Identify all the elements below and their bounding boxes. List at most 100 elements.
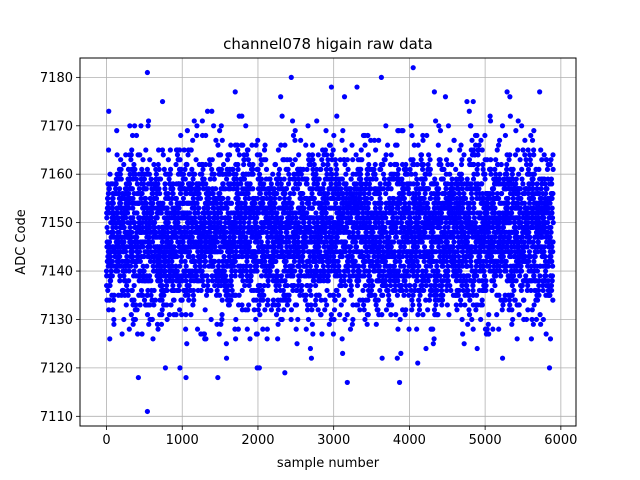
scatter-point [250,171,256,177]
scatter-point [260,326,266,332]
scatter-point [186,282,192,289]
scatter-point [222,224,228,231]
scatter-point [264,326,270,332]
scatter-point [170,278,176,284]
scatter-point [336,268,343,274]
scatter-point [360,287,366,294]
scatter-point [459,316,465,323]
scatter-point [415,268,421,274]
scatter-point [236,292,242,298]
scatter-point [192,171,198,177]
scatter-point [182,258,188,264]
scatter-point [425,186,432,192]
scatter-point [366,190,372,197]
scatter-point [107,282,113,289]
scatter-point [155,326,161,332]
scatter-point [274,210,280,216]
scatter-point [320,263,326,269]
scatter-point [244,326,250,332]
scatter-point [137,258,143,264]
scatter-point [372,292,378,298]
scatter-point [240,142,246,148]
scatter-point [324,200,330,206]
scatter-point [435,142,441,148]
scatter-point [216,331,222,337]
scatter-point [342,316,348,323]
scatter-point [197,195,204,202]
scatter-point [218,249,224,255]
scatter-point [479,297,485,303]
scatter-point [465,234,471,240]
scatter-point [275,147,281,153]
scatter-point [478,137,484,143]
scatter-point [269,234,275,240]
scatter-point [127,224,133,231]
scatter-point [479,181,485,187]
scatter-point [253,316,259,323]
scatter-point [260,297,266,303]
scatter-point [273,312,280,318]
scatter-point [401,195,408,202]
scatter-point [125,287,131,294]
scatter-point [142,195,149,202]
scatter-point [141,268,147,274]
scatter-point [368,195,374,202]
scatter-point [420,181,426,187]
scatter-point [156,186,162,192]
scatter-point [214,200,220,206]
scatter-point [239,287,245,294]
scatter-point [204,273,210,279]
scatter-point [247,336,253,342]
scatter-point [131,161,137,168]
scatter-point [354,84,360,90]
scatter-point [418,157,424,163]
scatter-point [247,215,254,221]
scatter-point [312,302,318,308]
scatter-point [317,249,323,255]
scatter-point [299,258,305,264]
scatter-point [410,292,416,298]
scatter-point [163,273,169,279]
scatter-point [377,195,383,202]
scatter-point [186,249,193,255]
scatter-point [376,137,382,143]
scatter-point [161,292,167,298]
scatter-point [220,161,227,168]
scatter-point [218,152,224,158]
scatter-point [292,137,298,143]
scatter-point [441,166,447,172]
scatter-point [364,195,370,202]
scatter-point [126,205,132,211]
scatter-point [140,263,146,269]
scatter-point [392,210,398,216]
scatter-point [438,239,444,245]
scatter-point [225,195,231,202]
scatter-point [391,263,398,269]
scatter-point [343,171,349,177]
scatter-point [111,316,117,323]
scatter-point [339,176,345,182]
scatter-point [194,123,200,129]
scatter-point [372,205,379,211]
scatter-point [233,336,239,342]
scatter-point [114,128,120,134]
scatter-point [433,302,439,308]
scatter-point [383,307,390,313]
scatter-point [254,331,260,337]
scatter-point [406,326,412,332]
scatter-point [291,258,298,264]
scatter-point [161,263,168,269]
scatter-point [203,181,209,187]
scatter-point [291,190,297,197]
scatter-point [110,195,116,202]
scatter-point [282,195,288,202]
scatter-point [206,195,212,202]
scatter-point [211,176,217,182]
scatter-point [427,157,433,163]
scatter-point [129,229,135,235]
scatter-point [220,181,226,187]
scatter-point [412,171,418,177]
scatter-point [192,263,198,269]
scatter-point [348,282,354,289]
scatter-point [469,195,475,202]
